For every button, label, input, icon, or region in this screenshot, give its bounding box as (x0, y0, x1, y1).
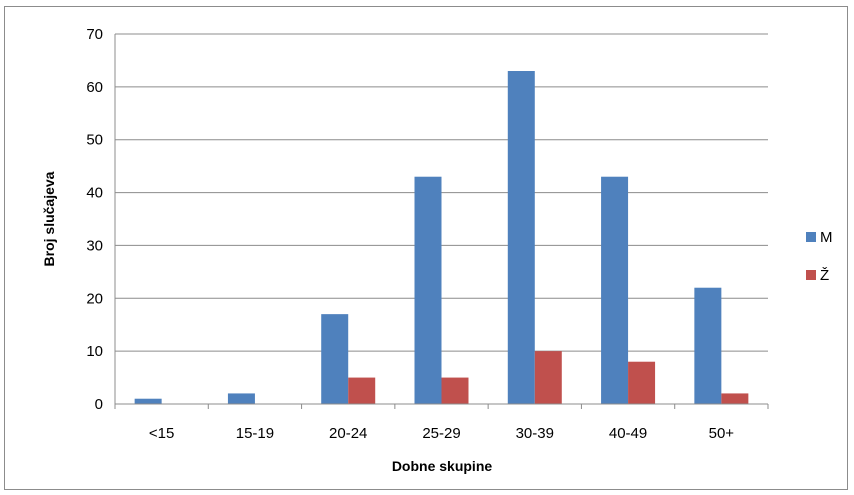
x-tick-label: 25-29 (422, 425, 460, 442)
x-tick-label: 40-49 (609, 425, 647, 442)
bar-M-50+ (694, 287, 722, 404)
y-tick-labels: 0 10 20 30 40 50 60 70 (86, 26, 103, 413)
bar-M-<15 (134, 398, 162, 404)
legend-label: Ž (820, 267, 829, 284)
y-axis-label: Broj slučajeva (41, 171, 57, 266)
y-tick-label: 10 (86, 343, 103, 360)
x-tick-label: 30-39 (516, 425, 554, 442)
bars (134, 71, 749, 404)
legend-swatch (806, 270, 816, 280)
y-tick-label: 70 (86, 26, 103, 43)
x-tick-label: <15 (149, 425, 174, 442)
bar-M-40-49 (601, 176, 629, 404)
bar-Ž-20-24 (348, 377, 376, 404)
legend-swatch (806, 232, 816, 242)
x-tick-label: 20-24 (329, 425, 367, 442)
y-tick-label: 50 (86, 132, 103, 149)
bar-M-25-29 (414, 176, 442, 404)
y-tick-label: 60 (86, 79, 103, 96)
bar-M-20-24 (321, 314, 349, 404)
bar-Ž-40-49 (628, 361, 656, 404)
bar-Ž-25-29 (441, 377, 469, 404)
legend-label: M (820, 229, 833, 246)
y-tick-label: 40 (86, 185, 103, 202)
bar-M-30-39 (507, 71, 535, 404)
y-tick-label: 0 (95, 396, 103, 413)
x-tick-labels: <15 15-19 20-24 25-29 30-39 40-49 50+ (149, 425, 734, 442)
bar-Ž-30-39 (534, 351, 562, 404)
x-tick-label: 50+ (709, 425, 735, 442)
x-tick-label: 15-19 (236, 425, 274, 442)
axes (114, 34, 769, 409)
x-axis-label: Dobne skupine (392, 458, 493, 474)
bar-M-15-19 (227, 393, 255, 404)
gridlines (115, 33, 768, 352)
y-tick-label: 30 (86, 237, 103, 254)
legend: MŽ (806, 229, 833, 284)
y-tick-label: 20 (86, 290, 103, 307)
bar-Ž-50+ (721, 393, 749, 404)
